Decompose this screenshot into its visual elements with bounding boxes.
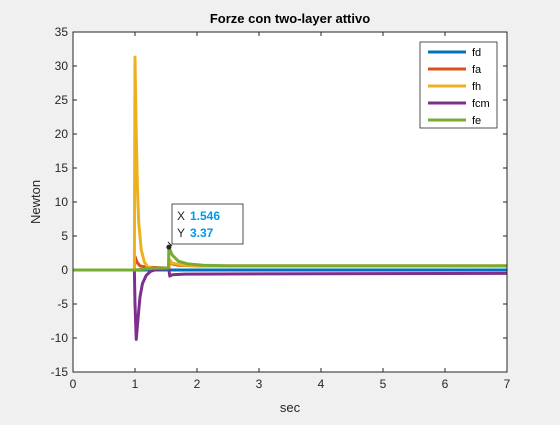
legend-label-fe: fe (472, 115, 481, 127)
datatip[interactable]: X 1.546 Y 3.37 (166, 203, 244, 250)
datatip-y-value: 3.37 (190, 226, 214, 240)
legend-label-fh: fh (472, 81, 481, 93)
y-tick-label: 10 (55, 195, 69, 209)
chart-title: Forze con two-layer attivo (210, 11, 370, 26)
x-tick-label: 2 (194, 377, 201, 391)
x-tick-label: 7 (504, 377, 511, 391)
legend[interactable]: fd fa fh fcm fe (419, 41, 498, 129)
datatip-y-label: Y (177, 226, 185, 240)
datatip-connector (167, 241, 173, 247)
series-line-fcm[interactable] (73, 267, 508, 341)
x-tick-label: 3 (256, 377, 263, 391)
datatip-marker (166, 244, 172, 250)
x-tick-label: 5 (380, 377, 387, 391)
legend-label-fd: fd (472, 47, 481, 59)
y-tick-label: 30 (55, 59, 69, 73)
x-axis-label: sec (280, 400, 301, 415)
datatip-x-value: 1.546 (190, 209, 220, 223)
x-tick-label: 1 (132, 377, 139, 391)
legend-label-fa: fa (472, 64, 482, 76)
y-tick-label: -15 (51, 365, 69, 379)
series-line-fh[interactable] (73, 55, 507, 272)
y-tick-label: 0 (61, 263, 68, 277)
y-tick-label: -10 (51, 331, 69, 345)
plot-frame (72, 31, 508, 373)
legend-label-fcm: fcm (472, 98, 490, 110)
x-tick-label: 0 (70, 377, 77, 391)
y-tick-label: 20 (55, 127, 69, 141)
y-tick-label: 35 (55, 25, 69, 39)
y-axis-label: Newton (28, 180, 43, 224)
y-tick-label: 5 (61, 229, 68, 243)
datatip-x-label: X (177, 209, 185, 223)
x-tick-label: 4 (318, 377, 325, 391)
datatip-box (171, 203, 244, 245)
series-line-fe[interactable] (73, 245, 507, 272)
data-series (73, 55, 508, 341)
x-tick-label: 6 (442, 377, 449, 391)
y-tick-label: 25 (55, 93, 69, 107)
y-tick-label: -5 (57, 297, 68, 311)
y-tick-label: 15 (55, 161, 69, 175)
